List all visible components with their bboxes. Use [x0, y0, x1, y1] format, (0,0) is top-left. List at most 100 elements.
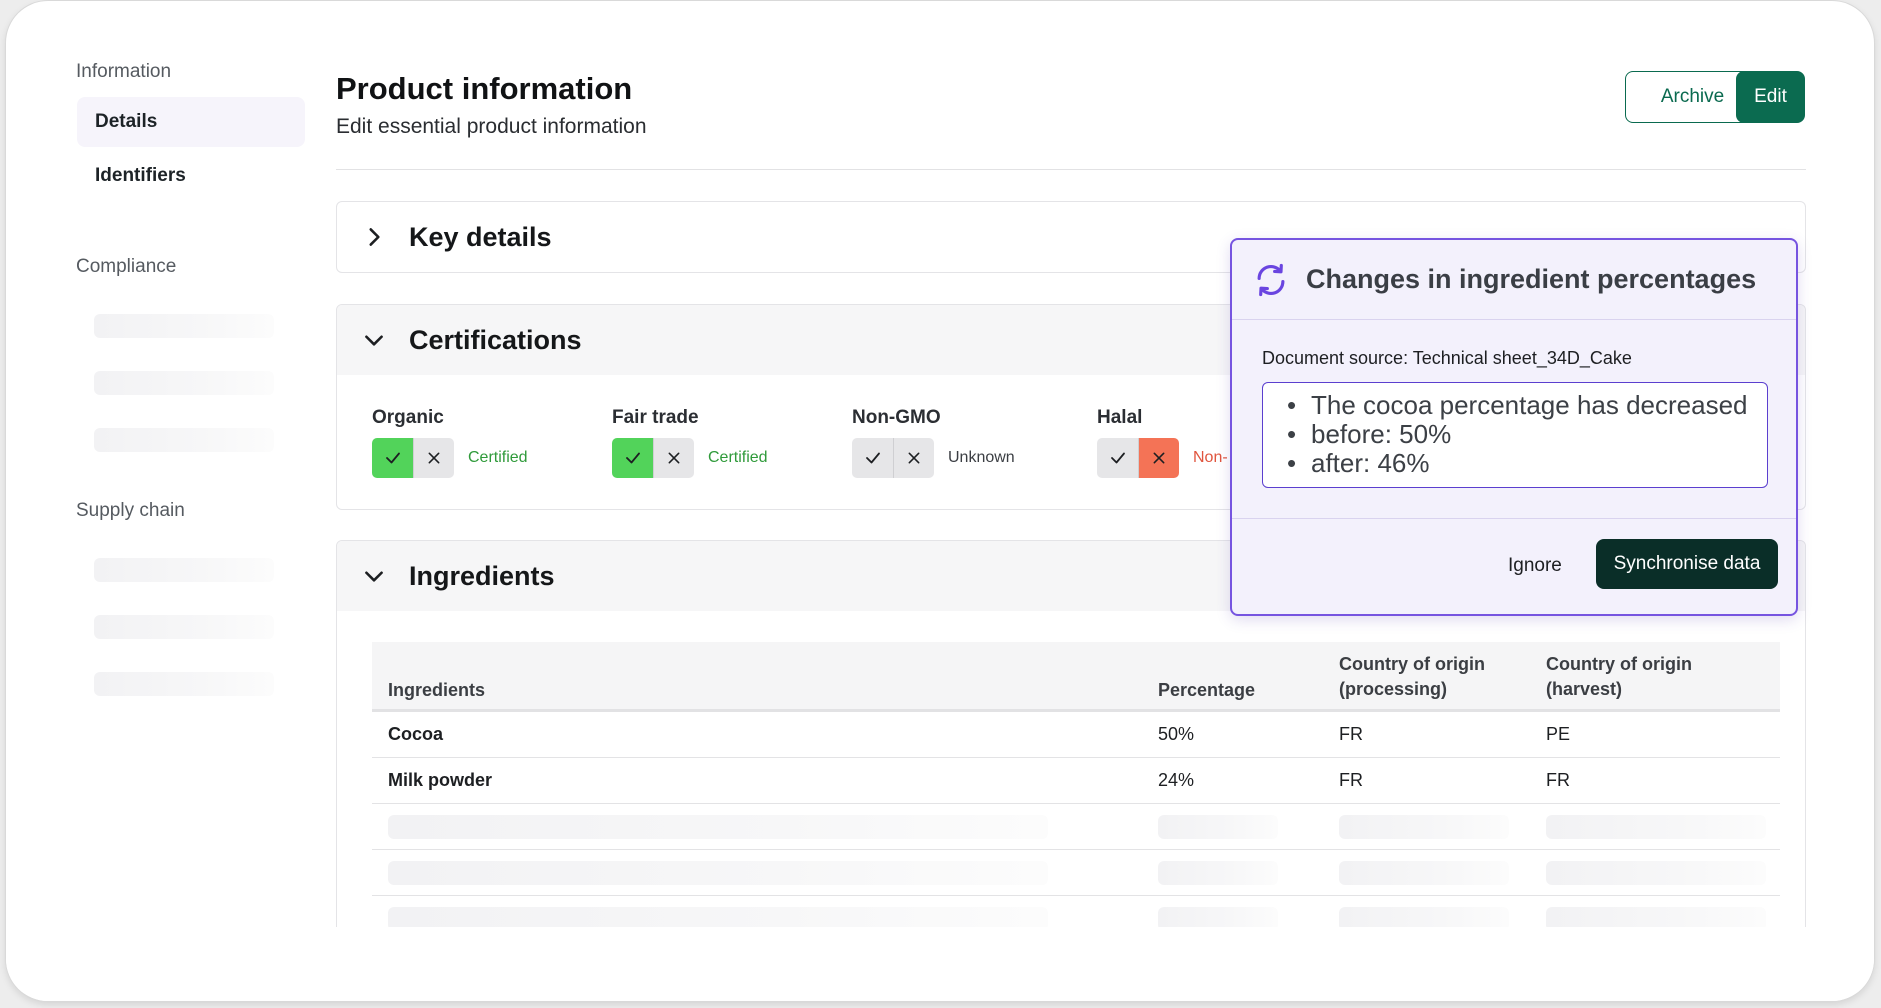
sidebar-section-compliance: Compliance — [76, 256, 177, 277]
cert-toggle — [852, 438, 934, 478]
popup-header: Changes in ingredient percentages — [1232, 240, 1796, 320]
sync-icon — [1257, 263, 1285, 296]
close-icon — [428, 452, 440, 464]
column-header-line: Country of origin — [1339, 654, 1485, 674]
cert-non-gmo: Non-GMO Unknown — [852, 407, 1015, 478]
key-details-header[interactable]: Key details — [337, 202, 1805, 272]
sidebar-item-identifiers[interactable]: Identifiers — [77, 151, 305, 201]
page-subtitle: Edit essential product information — [336, 115, 647, 138]
skeleton-cell — [1339, 815, 1509, 839]
cert-label: Fair trade — [612, 407, 699, 428]
cert-fair-trade: Fair trade Certified — [612, 407, 768, 478]
sidebar-item-label: Identifiers — [95, 165, 186, 186]
change-bullet: after: 46% — [1287, 449, 1767, 479]
cert-yes-toggle[interactable] — [1097, 438, 1138, 478]
cert-yes-toggle[interactable] — [852, 438, 893, 478]
cell-ingredient-name: Cocoa — [388, 724, 444, 744]
column-header-percentage: Percentage — [1158, 680, 1256, 700]
cert-toggle — [612, 438, 694, 478]
skeleton-row — [372, 850, 1780, 896]
cell-percentage: 50% — [1158, 724, 1195, 744]
skeleton-cell — [1546, 861, 1766, 885]
cert-status: Certified — [708, 449, 768, 466]
cell-ingredient-name: Milk powder — [388, 770, 493, 790]
check-icon — [1110, 452, 1125, 464]
cert-toggle — [372, 438, 454, 478]
cert-no-toggle[interactable] — [413, 438, 454, 478]
column-header-harvest: Country of origin (harvest) — [1546, 652, 1692, 702]
skeleton-cell — [388, 861, 1048, 885]
edit-button[interactable]: Edit — [1736, 71, 1805, 123]
sidebar-skeleton-item — [94, 615, 274, 639]
skeleton-cell — [1158, 861, 1278, 885]
cert-status: Non- — [1193, 449, 1228, 466]
cert-yes-toggle[interactable] — [612, 438, 653, 478]
cert-yes-toggle[interactable] — [372, 438, 413, 478]
sidebar-skeleton-item — [94, 428, 274, 452]
check-icon — [865, 452, 880, 464]
sidebar-skeleton-item — [94, 314, 274, 338]
check-icon — [385, 452, 400, 464]
cell-harvest: FR — [1546, 770, 1570, 790]
page-title: Product information — [336, 71, 633, 106]
check-icon — [625, 452, 640, 464]
close-icon — [668, 452, 680, 464]
sidebar-section-information: Information — [76, 61, 172, 82]
cert-toggle — [1097, 438, 1179, 478]
cert-organic: Organic Certified — [372, 407, 528, 478]
skeleton-row — [372, 804, 1780, 850]
table-header: Ingredients Percentage Country of origin… — [372, 642, 1780, 712]
column-header-line: Country of origin — [1546, 654, 1692, 674]
synchronise-data-button[interactable]: Synchronise data — [1596, 539, 1778, 589]
change-bullet: before: 50% — [1287, 420, 1767, 450]
close-icon — [1153, 452, 1165, 464]
cell-processing: FR — [1339, 770, 1363, 790]
chevron-right-icon — [369, 228, 380, 246]
sidebar-skeleton-item — [94, 672, 274, 696]
cert-no-toggle[interactable] — [653, 438, 694, 478]
skeleton-cell — [1546, 815, 1766, 839]
bottom-mask — [6, 927, 1874, 1001]
card-title: Certifications — [409, 324, 582, 355]
cert-no-toggle[interactable] — [1138, 438, 1179, 478]
change-bullet: The cocoa percentage has decreased — [1287, 391, 1767, 421]
header-divider — [336, 169, 1806, 170]
popup-footer: Ignore Synchronise data — [1232, 518, 1796, 616]
app-window: Information Details Identifiers Complian… — [6, 1, 1874, 1001]
column-header-ingredients: Ingredients — [388, 680, 486, 700]
chevron-down-icon — [365, 335, 383, 346]
sidebar-section-supply-chain: Supply chain — [76, 500, 185, 521]
column-header-line: (harvest) — [1546, 679, 1623, 699]
cert-label: Halal — [1097, 407, 1143, 428]
cert-label: Non-GMO — [852, 407, 941, 428]
sidebar-item-details[interactable]: Details — [77, 97, 305, 147]
popup-document-source: Document source: Technical sheet_34D_Cak… — [1262, 348, 1632, 368]
sidebar-skeleton-item — [94, 558, 274, 582]
cell-percentage: 24% — [1158, 770, 1195, 790]
popup-title: Changes in ingredient percentages — [1306, 264, 1757, 294]
cert-label: Organic — [372, 407, 444, 428]
cert-status: Certified — [468, 449, 528, 466]
skeleton-cell — [388, 815, 1048, 839]
skeleton-cell — [1158, 815, 1278, 839]
cert-no-toggle[interactable] — [893, 438, 934, 478]
sidebar-item-label: Details — [95, 111, 158, 132]
sidebar-skeleton-item — [94, 371, 274, 395]
skeleton-cell — [1339, 861, 1509, 885]
table-row[interactable]: Cocoa 50% FR PE — [372, 712, 1780, 758]
sync-changes-popup: Changes in ingredient percentages Docume… — [1230, 238, 1798, 616]
table-row[interactable]: Milk powder 24% FR FR — [372, 758, 1780, 804]
cell-harvest: PE — [1546, 724, 1571, 744]
popup-changes-box: The cocoa percentage has decreased befor… — [1262, 382, 1768, 488]
column-header-line: (processing) — [1339, 679, 1448, 699]
chevron-down-icon — [365, 571, 383, 582]
card-title: Key details — [409, 221, 552, 252]
ignore-button[interactable]: Ignore — [1508, 555, 1562, 576]
close-icon — [908, 452, 920, 464]
cert-halal: Halal Non- — [1097, 407, 1228, 478]
card-title: Ingredients — [409, 560, 555, 591]
ingredients-table: Ingredients Percentage Country of origin… — [372, 642, 1780, 942]
column-header-processing: Country of origin (processing) — [1339, 652, 1485, 702]
cell-processing: FR — [1339, 724, 1363, 744]
cert-status: Unknown — [948, 449, 1015, 466]
